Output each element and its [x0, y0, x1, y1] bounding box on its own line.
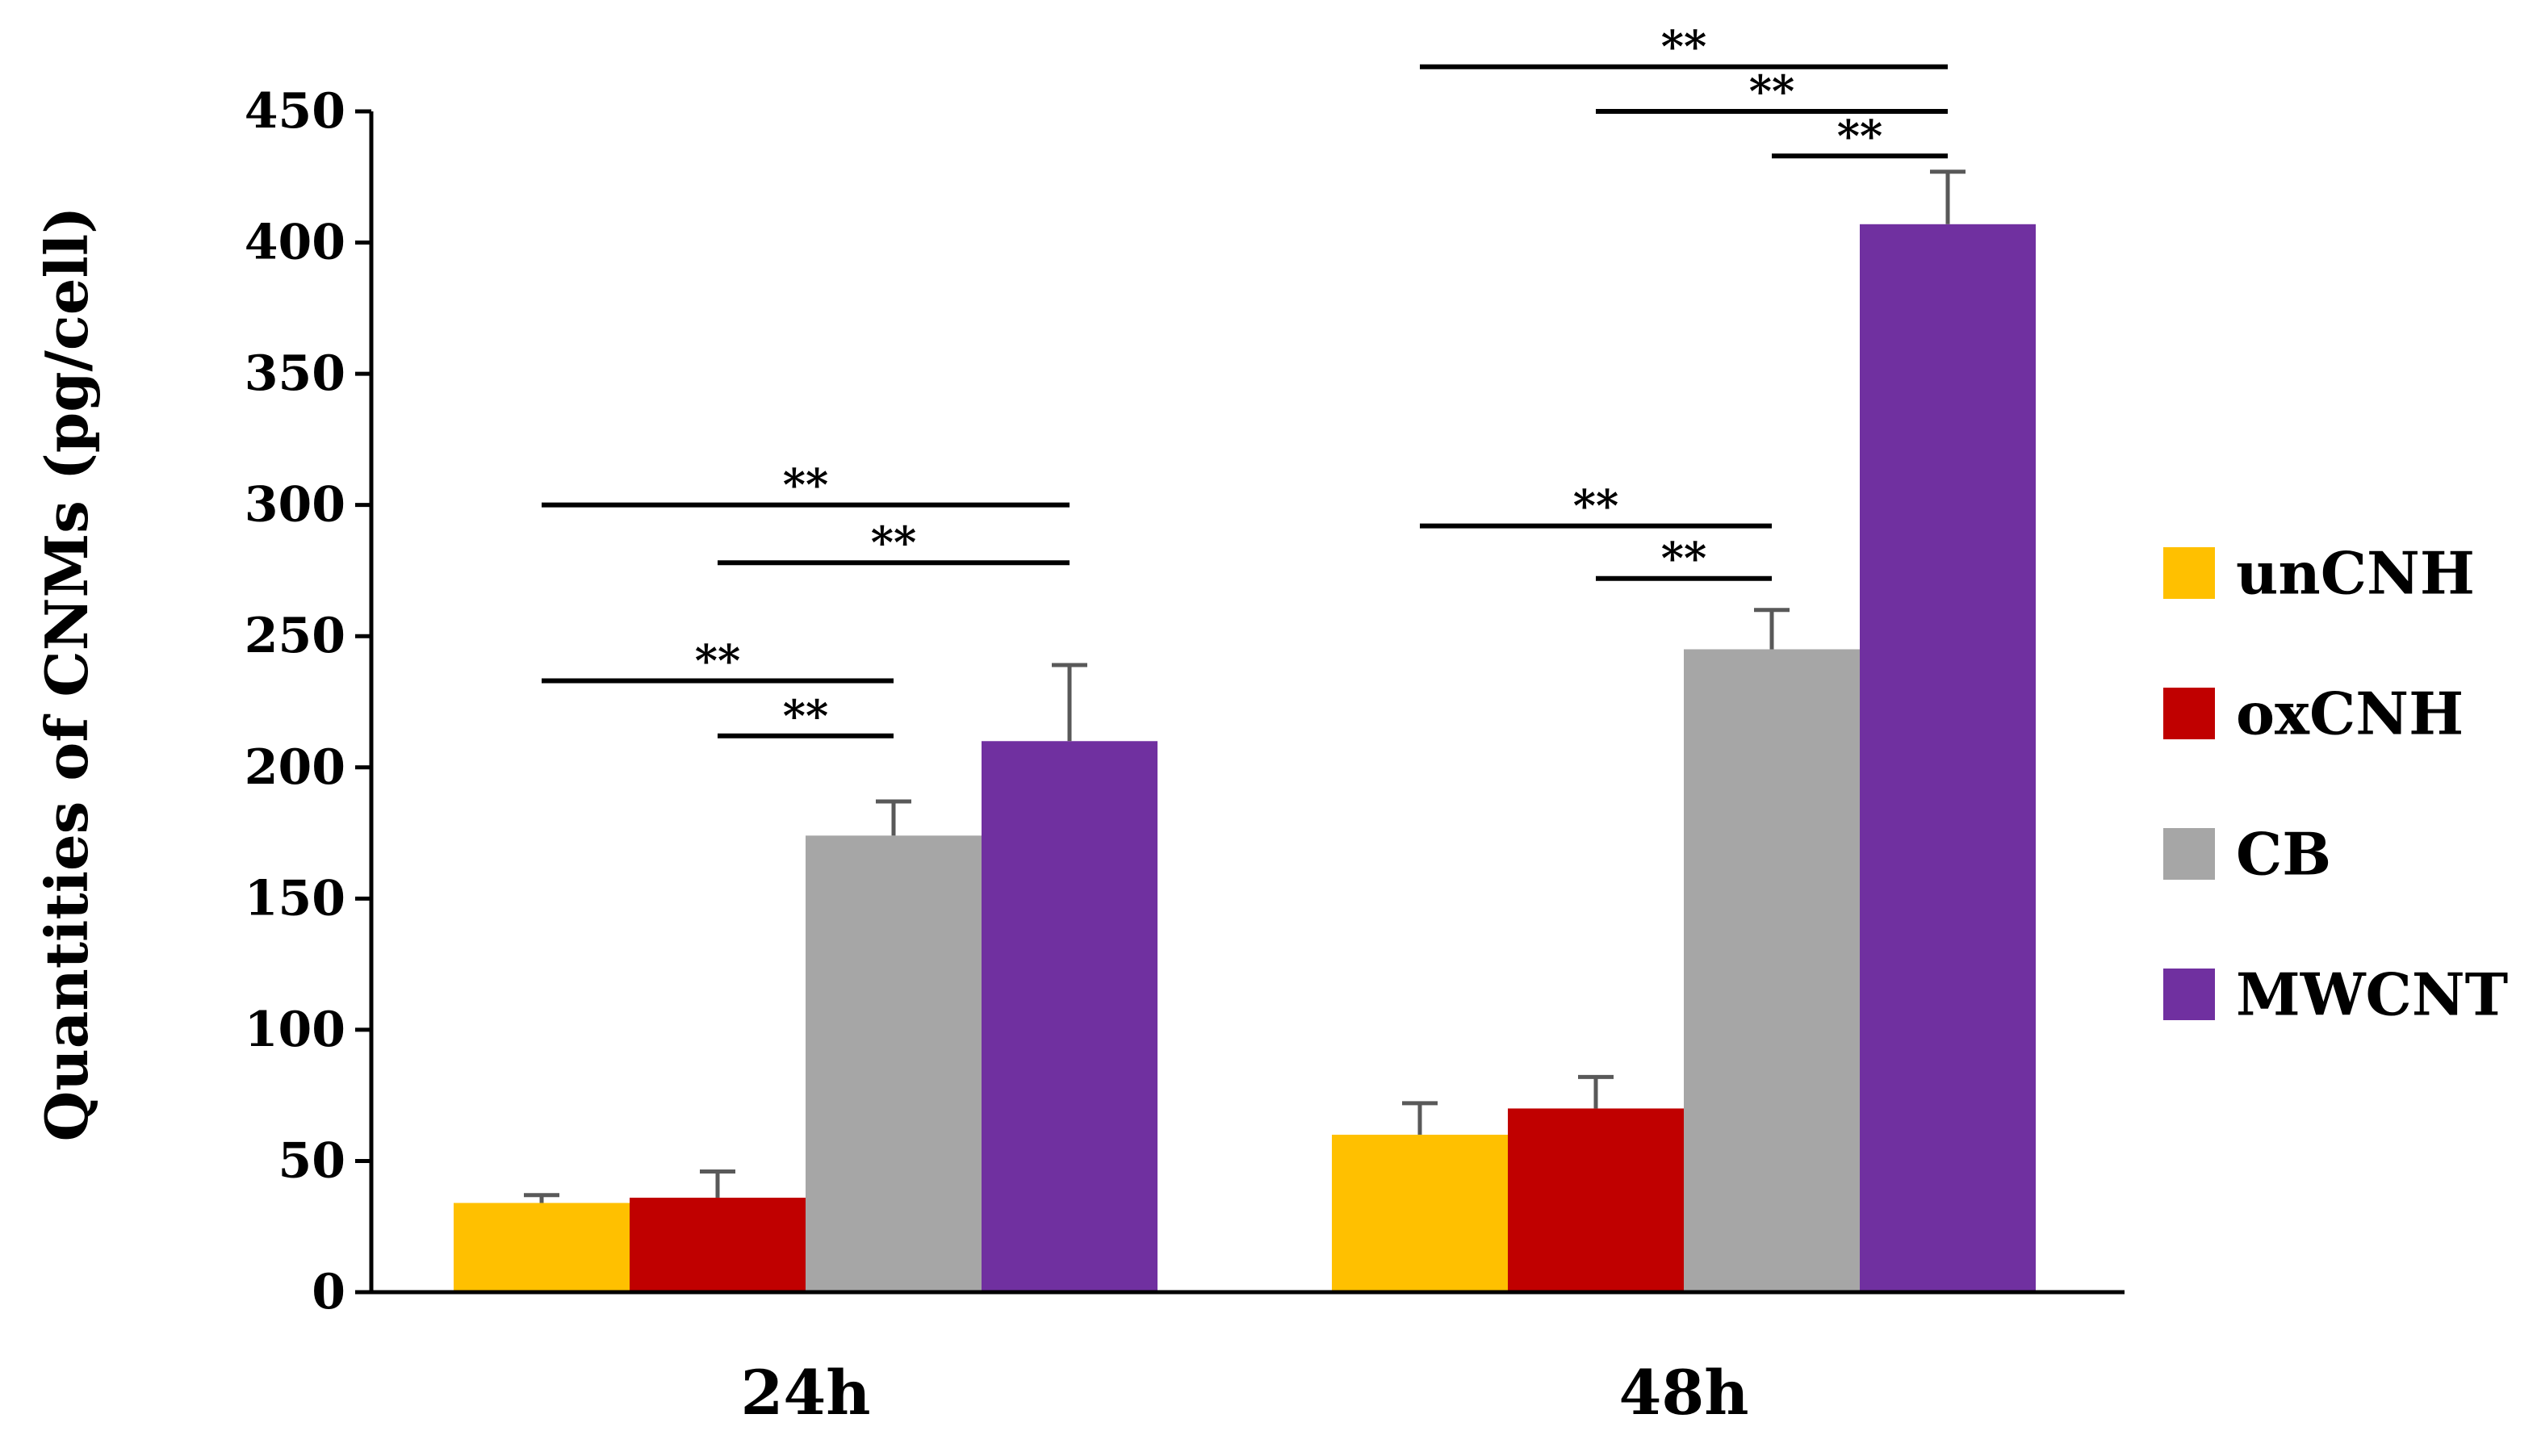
error-bars [524, 169, 1966, 1203]
significance-label-1: ** [871, 517, 916, 568]
legend-swatch-uncnh [2163, 547, 2215, 599]
bar-oxcnh-48h [1508, 1108, 1684, 1292]
significance-label-3: ** [783, 690, 828, 742]
bars [454, 224, 2036, 1292]
bar-uncnh-24h [454, 1203, 630, 1292]
legend-swatch-mwcnt [2163, 969, 2215, 1020]
y-tick-label-50: 50 [278, 1132, 346, 1189]
y-tick-label-400: 400 [245, 215, 345, 271]
significance-label-2: ** [695, 634, 740, 686]
legend-label-oxcnh: oxCNH [2236, 680, 2464, 748]
legend-swatch-oxcnh [2163, 688, 2215, 739]
significance-label-7: ** [1573, 480, 1618, 532]
bar-mwcnt-48h [1860, 224, 2036, 1292]
significance-annotations: ** ** ** ** ** ** ** ** ** [542, 21, 1948, 742]
bar-cb-48h [1684, 649, 1860, 1292]
significance-label-6: ** [1837, 110, 1882, 161]
legend-label-cb: CB [2236, 820, 2331, 889]
legend-swatch-cb [2163, 828, 2215, 880]
y-axis-title: Quantities of CNMs (pg/cell) [32, 207, 101, 1142]
significance-label-4: ** [1661, 21, 1706, 73]
y-tick-label-200: 200 [245, 739, 345, 796]
x-category-label-48h: 48h [1618, 1357, 1748, 1429]
axes: 0 50 100 150 200 250 300 350 400 450 24h 48h Quantit… [32, 83, 2125, 1429]
bar-mwcnt-24h [982, 741, 1158, 1292]
y-tick-label-250: 250 [245, 608, 345, 664]
legend-label-mwcnt: MWCNT [2236, 960, 2508, 1029]
y-tick-label-450: 450 [245, 83, 345, 140]
y-tick-label-100: 100 [245, 1002, 345, 1058]
significance-label-0: ** [783, 459, 828, 511]
significance-label-8: ** [1661, 533, 1706, 584]
y-tick-label-0: 0 [312, 1264, 345, 1320]
y-tick-label-300: 300 [245, 477, 345, 533]
y-tick-label-350: 350 [245, 345, 345, 402]
legend: unCNH oxCNH CB MWCNT [2163, 539, 2508, 1029]
bar-oxcnh-24h [630, 1197, 806, 1292]
x-category-label-24h: 24h [740, 1357, 870, 1429]
legend-label-uncnh: unCNH [2236, 539, 2475, 608]
bar-uncnh-48h [1332, 1134, 1508, 1292]
significance-label-5: ** [1749, 65, 1794, 117]
y-tick-label-150: 150 [245, 870, 345, 927]
bar-cb-24h [806, 835, 982, 1292]
